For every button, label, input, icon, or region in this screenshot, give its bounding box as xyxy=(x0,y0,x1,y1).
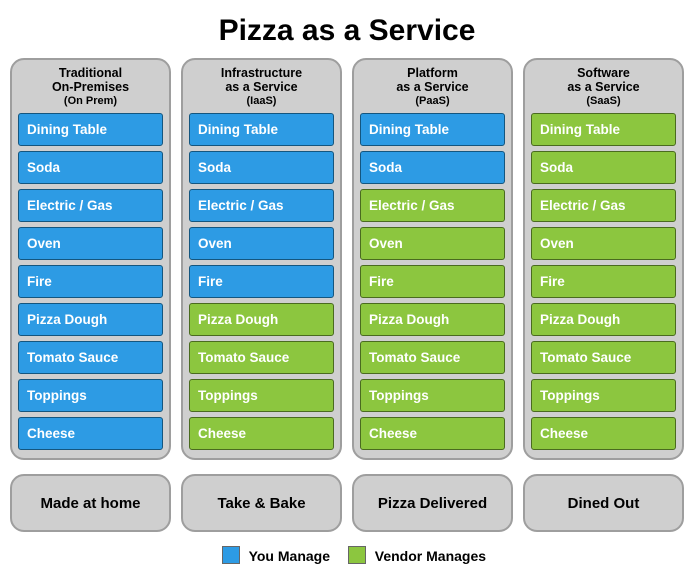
layer-box: Pizza Dough xyxy=(189,303,334,336)
page-title: Pizza as a Service xyxy=(10,14,684,48)
layer-box: Cheese xyxy=(531,417,676,450)
layer-box: Dining Table xyxy=(531,113,676,146)
column-title-line1: Traditional xyxy=(59,66,122,80)
layer-box: Cheese xyxy=(189,417,334,450)
layer-box: Cheese xyxy=(360,417,505,450)
layer-box: Fire xyxy=(18,265,163,298)
column-title-line2: On-Premises xyxy=(52,80,129,94)
legend-swatch-vendor xyxy=(348,546,366,564)
layer-box: Toppings xyxy=(18,379,163,412)
footer-box: Pizza Delivered xyxy=(352,474,513,532)
column-title-line1: Software xyxy=(577,66,630,80)
column-title-line2: as a Service xyxy=(225,80,297,94)
layer-box: Oven xyxy=(360,227,505,260)
column-header: Infrastructureas a Service(IaaS) xyxy=(189,66,334,107)
layer-box: Pizza Dough xyxy=(531,303,676,336)
layer-box: Electric / Gas xyxy=(531,189,676,222)
column-header: TraditionalOn-Premises(On Prem) xyxy=(18,66,163,107)
column-subtitle: (On Prem) xyxy=(18,95,163,108)
layer-box: Electric / Gas xyxy=(18,189,163,222)
layer-box: Toppings xyxy=(360,379,505,412)
legend-vendor-label: Vendor Manages xyxy=(375,548,486,564)
layer-box: Tomato Sauce xyxy=(360,341,505,374)
layer-box: Dining Table xyxy=(360,113,505,146)
layer-box: Soda xyxy=(531,151,676,184)
layer-box: Tomato Sauce xyxy=(189,341,334,374)
legend-you-label: You Manage xyxy=(249,548,330,564)
layer-box: Tomato Sauce xyxy=(531,341,676,374)
layer-box: Fire xyxy=(189,265,334,298)
layer-box: Pizza Dough xyxy=(18,303,163,336)
layer-box: Dining Table xyxy=(189,113,334,146)
footer-box: Dined Out xyxy=(523,474,684,532)
service-column: Platformas a Service(PaaS) Dining Table So… xyxy=(352,58,513,460)
column-subtitle: (SaaS) xyxy=(531,95,676,108)
service-column: Softwareas a Service(SaaS) Dining Table So… xyxy=(523,58,684,460)
column-subtitle: (PaaS) xyxy=(360,95,505,108)
service-column: Infrastructureas a Service(IaaS) Dining T… xyxy=(181,58,342,460)
layer-box: Electric / Gas xyxy=(189,189,334,222)
layer-box: Pizza Dough xyxy=(360,303,505,336)
column-title-line1: Platform xyxy=(407,66,458,80)
legend-swatch-you xyxy=(222,546,240,564)
layer-box: Dining Table xyxy=(18,113,163,146)
layer-box: Fire xyxy=(360,265,505,298)
column-header: Platformas a Service(PaaS) xyxy=(360,66,505,107)
layer-box: Oven xyxy=(189,227,334,260)
layer-box: Oven xyxy=(18,227,163,260)
layer-box: Toppings xyxy=(531,379,676,412)
layer-box: Soda xyxy=(360,151,505,184)
columns-container: TraditionalOn-Premises(On Prem) Dining Ta… xyxy=(10,58,684,460)
layer-box: Toppings xyxy=(189,379,334,412)
column-subtitle: (IaaS) xyxy=(189,95,334,108)
layer-box: Tomato Sauce xyxy=(18,341,163,374)
column-header: Softwareas a Service(SaaS) xyxy=(531,66,676,107)
legend: You Manage Vendor Manages xyxy=(10,546,684,564)
footer-box: Made at home xyxy=(10,474,171,532)
layer-box: Electric / Gas xyxy=(360,189,505,222)
footer-row: Made at homeTake & BakePizza DeliveredDi… xyxy=(10,474,684,532)
footer-box: Take & Bake xyxy=(181,474,342,532)
column-title-line1: Infrastructure xyxy=(221,66,302,80)
service-column: TraditionalOn-Premises(On Prem) Dining Ta… xyxy=(10,58,171,460)
column-title-line2: as a Service xyxy=(396,80,468,94)
layer-box: Soda xyxy=(189,151,334,184)
layer-box: Soda xyxy=(18,151,163,184)
layer-box: Fire xyxy=(531,265,676,298)
layer-box: Cheese xyxy=(18,417,163,450)
column-title-line2: as a Service xyxy=(567,80,639,94)
layer-box: Oven xyxy=(531,227,676,260)
